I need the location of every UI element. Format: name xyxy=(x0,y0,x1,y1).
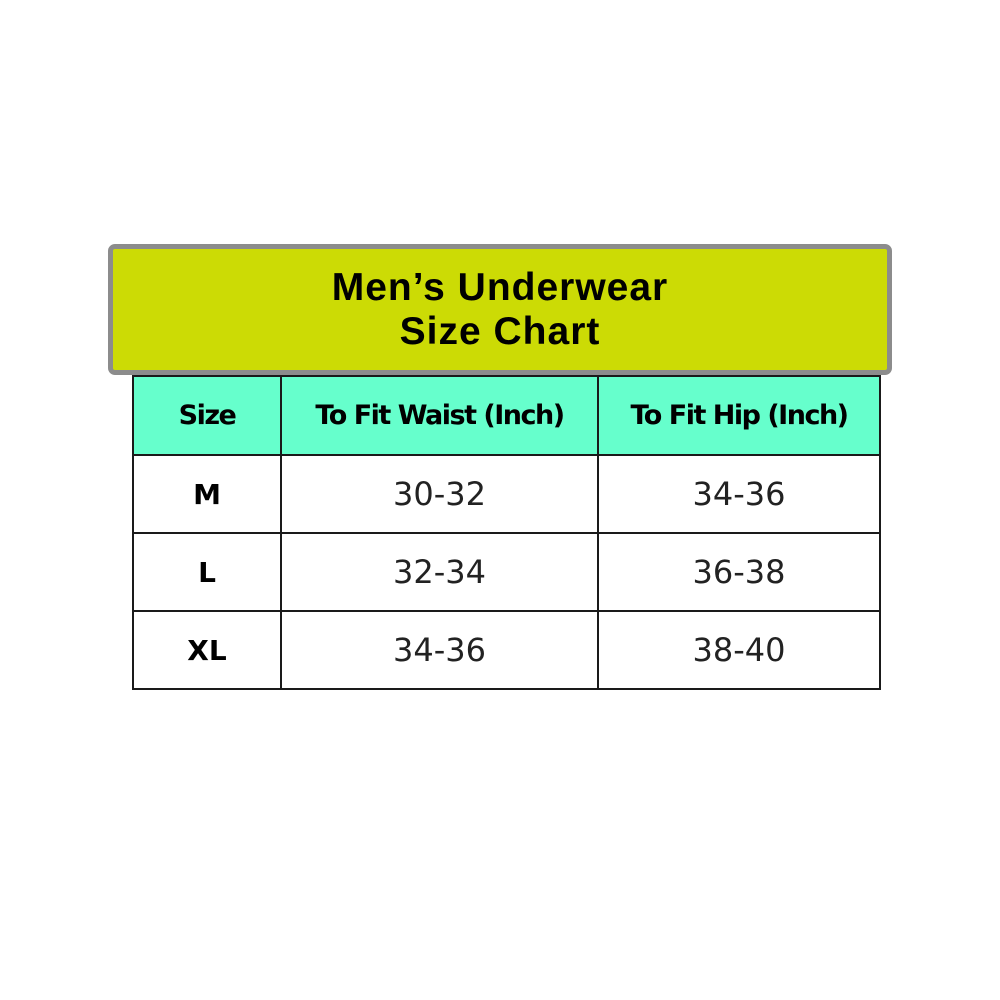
cell-waist: 34-36 xyxy=(280,610,599,690)
header-waist: To Fit Waist (Inch) xyxy=(280,375,599,456)
title-line-1: Men’s Underwear xyxy=(331,265,669,309)
cell-size: M xyxy=(132,454,282,534)
cell-size: XL xyxy=(132,610,282,690)
cell-waist: 32-34 xyxy=(280,532,599,612)
cell-waist: 30-32 xyxy=(280,454,599,534)
chart-title-banner: Men’s Underwear Size Chart xyxy=(108,244,892,375)
header-size: Size xyxy=(132,375,282,456)
size-table: Size To Fit Waist (Inch) To Fit Hip (Inc… xyxy=(132,375,881,690)
cell-hip: 34-36 xyxy=(597,454,881,534)
table-row: M 30-32 34-36 xyxy=(132,454,881,534)
cell-hip: 36-38 xyxy=(597,532,881,612)
header-hip: To Fit Hip (Inch) xyxy=(597,375,881,456)
table-row: L 32-34 36-38 xyxy=(132,532,881,612)
cell-hip: 38-40 xyxy=(597,610,881,690)
cell-size: L xyxy=(132,532,282,612)
table-header-row: Size To Fit Waist (Inch) To Fit Hip (Inc… xyxy=(132,375,881,456)
title-line-2: Size Chart xyxy=(399,309,601,353)
table-row: XL 34-36 38-40 xyxy=(132,610,881,690)
